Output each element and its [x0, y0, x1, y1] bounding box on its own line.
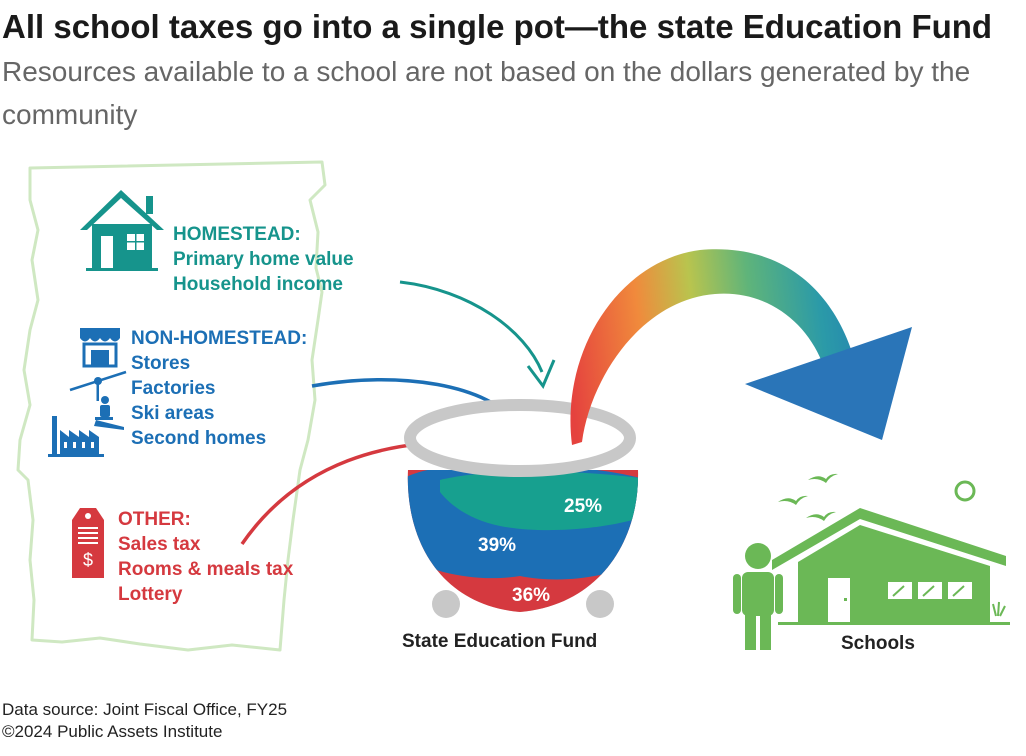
non-homestead-item: Stores [131, 353, 191, 374]
other-item: Sales tax [118, 534, 201, 555]
title-subtitle: Resources available to a school are not … [2, 56, 971, 130]
student-icon [733, 543, 783, 650]
pot-caption: State Education Fund [402, 631, 598, 652]
school-building-icon [772, 508, 1010, 625]
other-item: Rooms & meals tax [118, 559, 294, 580]
storefront-icon [80, 328, 120, 368]
copyright: ©2024 Public Assets Institute [2, 722, 223, 741]
non-homestead-item: Ski areas [131, 403, 215, 424]
homestead-item: Household income [173, 274, 343, 295]
other-label: OTHER: Sales tax Rooms & meals tax Lotte… [118, 507, 293, 607]
data-source: Data source: Joint Fiscal Office, FY25 [2, 700, 288, 719]
schools-caption: Schools [841, 633, 915, 654]
non-homestead-share-label: 39% [478, 535, 517, 556]
non-homestead-item: Second homes [131, 428, 267, 449]
homestead-share-label: 25% [564, 496, 603, 517]
rainbow-arrow [570, 249, 852, 445]
birds-icon [778, 473, 838, 521]
factory-icon [48, 416, 104, 457]
non-homestead-item: Factories [131, 378, 216, 399]
non-homestead-label: NON-HOMESTEAD: Stores Factories Ski area… [131, 326, 307, 451]
homestead-heading: HOMESTEAD: [173, 224, 301, 245]
house-icon [80, 190, 164, 271]
homestead-label: HOMESTEAD: Primary home value Household … [173, 222, 354, 297]
other-heading: OTHER: [118, 509, 191, 530]
homestead-item: Primary home value [173, 249, 354, 270]
homestead-arrow [399, 280, 544, 373]
page-title: All school taxes go into a single pot—th… [2, 8, 1012, 139]
vermont-outline [16, 160, 327, 652]
non-homestead-heading: NON-HOMESTEAD: [131, 328, 308, 349]
other-share-label: 36% [512, 585, 551, 606]
sun-icon [954, 480, 976, 502]
ski-lift-icon [69, 370, 127, 430]
price-tag-icon: $ [72, 508, 104, 578]
other-item: Lottery [118, 584, 183, 605]
title-main: All school taxes go into a single pot—th… [2, 8, 993, 45]
svg-text:$: $ [83, 550, 93, 570]
